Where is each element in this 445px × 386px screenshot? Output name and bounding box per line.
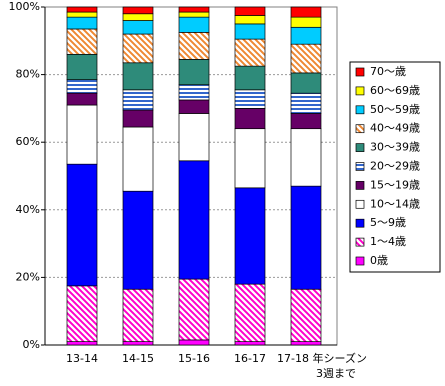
bar-segment	[178, 59, 210, 86]
legend-label: 30～39歳	[370, 141, 420, 154]
bar-segment	[66, 79, 98, 94]
bar-segment	[178, 16, 210, 33]
legend-label: 70～歳	[370, 65, 406, 78]
legend-label: 0歳	[370, 254, 388, 267]
bar-segment	[122, 288, 154, 342]
legend-swatch	[355, 237, 365, 247]
legend-swatch	[355, 124, 365, 134]
legend-label: 10～14歳	[370, 197, 420, 210]
bar-segment	[122, 6, 154, 15]
bar-segment	[234, 15, 266, 25]
bar-segment	[234, 6, 266, 16]
legend-swatch	[355, 218, 365, 228]
bar-segment	[66, 6, 98, 13]
legend-swatch	[355, 199, 365, 209]
bar-segment	[234, 283, 266, 342]
bar-segment	[178, 31, 210, 60]
legend-label: 1～4歳	[370, 235, 406, 248]
bar-segment	[290, 26, 322, 45]
legend-swatch	[355, 105, 365, 115]
bar-segment	[178, 160, 210, 280]
x-tick-label: 17-18 年シーズン 3週まで	[277, 351, 367, 380]
bar-segment	[66, 28, 98, 55]
legend-swatch	[355, 86, 365, 96]
bar-segment	[66, 53, 98, 81]
legend-swatch	[355, 143, 365, 152]
y-tick-label: 20%	[16, 270, 40, 283]
y-tick-label: 60%	[16, 135, 40, 148]
bar-segment	[290, 6, 322, 18]
legend-label: 15～19歳	[370, 178, 420, 191]
bar-segment	[234, 23, 266, 40]
y-tick-label: 100%	[9, 0, 40, 13]
legend-label: 60～69歳	[370, 84, 420, 97]
bar-segment	[290, 288, 322, 342]
bar-segment	[234, 187, 266, 285]
bar-segment	[290, 185, 322, 290]
bar-segment	[290, 128, 322, 187]
legend-box	[349, 61, 441, 273]
legend-swatch	[355, 162, 365, 171]
bar-segment	[178, 11, 210, 18]
bar-segment	[234, 38, 266, 67]
bar-segment	[234, 89, 266, 109]
bar-segment	[234, 341, 266, 346]
bar-segment	[66, 341, 98, 346]
bar-segment	[178, 278, 210, 341]
y-tick-label: 0%	[23, 338, 40, 351]
x-tick-label: 16-17	[234, 352, 266, 365]
bar-segment	[178, 99, 210, 114]
bar-segment	[234, 65, 266, 91]
bar-segment	[66, 163, 98, 287]
bar-segment	[122, 190, 154, 290]
bar-segment	[178, 84, 210, 101]
y-tick-label: 40%	[16, 203, 40, 216]
bar-segment	[122, 13, 154, 21]
bar-segment	[234, 128, 266, 189]
bar-segment	[66, 285, 98, 342]
bar-segment	[66, 92, 98, 106]
bar-segment	[122, 89, 154, 111]
bar-segment	[290, 43, 322, 74]
legend-label: 20～29歳	[370, 160, 420, 173]
legend-label: 50～59歳	[370, 103, 420, 116]
x-tick-label: 15-16	[178, 352, 210, 365]
bar-segment	[178, 6, 210, 13]
legend-label: 40～49歳	[370, 122, 420, 135]
x-tick-label: 14-15	[122, 352, 154, 365]
legend: 0歳 1～4歳 5～9歳 10～14歳 15～19歳 20～29歳 30～39歳 40～49歳…	[349, 61, 441, 273]
bar-segment	[66, 11, 98, 18]
x-tick-label: 13-14	[66, 352, 98, 365]
bar-segment	[290, 92, 322, 114]
legend-swatch	[355, 256, 365, 266]
bar-segment	[122, 341, 154, 346]
bar-segment	[122, 62, 154, 91]
legend-swatch	[355, 67, 365, 77]
bar-segment	[122, 33, 154, 64]
bar-segment	[122, 20, 154, 35]
bar-segment	[178, 113, 210, 162]
bar-segment	[66, 16, 98, 30]
bar-segment	[122, 109, 154, 128]
y-tick-label: 80%	[16, 68, 40, 81]
bar-segment	[290, 16, 322, 28]
legend-swatch	[355, 181, 365, 190]
bar-segment	[122, 126, 154, 192]
bar-segment	[290, 341, 322, 346]
bar-segment	[290, 113, 322, 130]
bar-segment	[290, 72, 322, 94]
bar-segment	[234, 108, 266, 130]
bar-segment	[66, 104, 98, 165]
bar-segment	[178, 339, 210, 346]
legend-label: 5～9歳	[370, 216, 406, 229]
